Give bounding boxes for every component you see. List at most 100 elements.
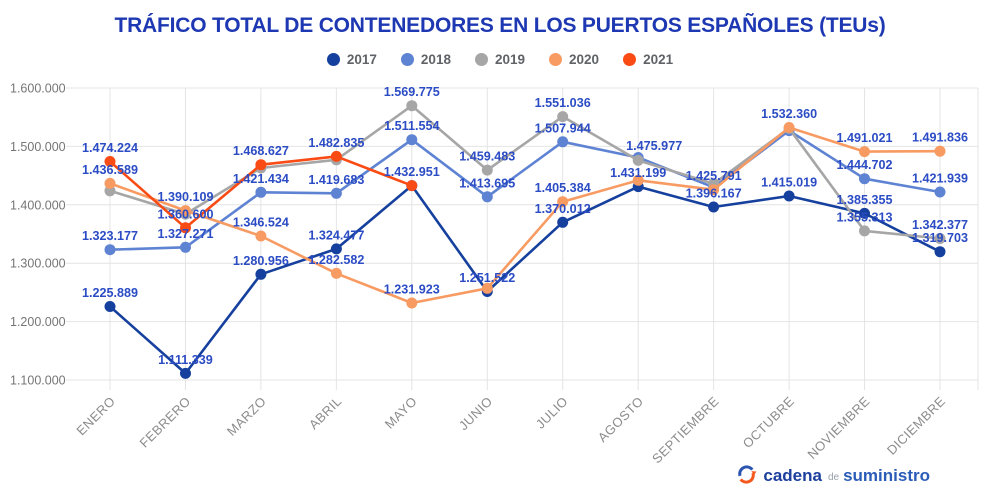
point-2020-mayo[interactable] — [406, 297, 418, 309]
point-2018-julio[interactable] — [557, 136, 569, 148]
x-axis-month-label: OCTUBRE — [740, 394, 798, 452]
y-axis-tick-label: 1.100.000 — [10, 374, 66, 388]
data-label-2018-junio: 1.413.695 — [459, 176, 515, 190]
data-label-2018-julio: 1.507.944 — [535, 121, 591, 135]
point-2019-julio[interactable] — [557, 111, 569, 123]
point-2020-noviembre[interactable] — [859, 146, 870, 158]
point-2018-noviembre[interactable] — [859, 173, 870, 185]
x-axis-month-label: ENERO — [73, 394, 118, 439]
x-axis-month-label: ABRIL — [306, 394, 345, 433]
point-2018-mayo[interactable] — [406, 134, 418, 146]
point-2019-mayo[interactable] — [406, 100, 418, 112]
legend-dot-2018 — [400, 53, 414, 66]
point-2018-diciembre[interactable] — [934, 186, 946, 198]
legend-item-2020[interactable]: 2020 — [549, 52, 599, 67]
x-axis-month-label: SEPTIEMBRE — [649, 394, 722, 467]
point-2020-febrero[interactable] — [180, 205, 191, 217]
point-2021-abril[interactable] — [330, 150, 342, 162]
brand-logo[interactable]: cadena de suministro — [736, 460, 930, 486]
point-2017-marzo[interactable] — [255, 268, 267, 280]
x-axis-month-label: FEBRERO — [137, 394, 194, 451]
x-axis-month-label: NOVIEMBRE — [804, 394, 872, 462]
line-2017[interactable] — [109, 184, 941, 375]
data-label-2019-julio: 1.551.036 — [535, 96, 591, 110]
data-label-2019-diciembre: 1.342.377 — [912, 218, 968, 232]
legend-item-2017[interactable]: 2017 — [326, 52, 377, 67]
data-label-2017-octubre: 1.415.019 — [761, 176, 817, 190]
line-2018[interactable] — [109, 129, 941, 251]
point-2021-febrero[interactable] — [180, 222, 191, 234]
point-2020-diciembre[interactable] — [934, 145, 946, 157]
data-label-2020-enero: 1.436.589 — [82, 163, 138, 177]
x-axis-month-label: AGOSTO — [595, 394, 646, 445]
point-2018-enero[interactable] — [104, 244, 116, 256]
data-label-2018-noviembre: 1.444.702 — [836, 158, 892, 172]
circular-arrows-icon — [738, 465, 757, 484]
point-2020-agosto[interactable] — [632, 174, 644, 186]
data-label-2021-abril: 1.482.835 — [308, 136, 364, 150]
point-2018-marzo[interactable] — [255, 186, 267, 198]
point-2018-junio[interactable] — [481, 191, 493, 203]
data-label-2017-agosto: 1.431.199 — [610, 166, 666, 180]
data-label-2019-mayo: 1.569.775 — [384, 85, 440, 99]
point-2020-octubre[interactable] — [783, 122, 795, 133]
data-label-2018-mayo: 1.511.554 — [384, 119, 439, 133]
point-2020-junio[interactable] — [481, 282, 493, 294]
point-2017-julio[interactable] — [557, 216, 569, 228]
legend-label-2017: 2017 — [346, 52, 377, 67]
point-2019-diciembre[interactable] — [934, 233, 946, 244]
point-2021-enero[interactable] — [104, 156, 116, 167]
point-2019-noviembre[interactable] — [859, 225, 870, 237]
point-2017-enero[interactable] — [104, 301, 116, 312]
legend-item-2021[interactable]: 2021 — [623, 52, 673, 67]
point-2018-abril[interactable] — [330, 187, 342, 199]
y-axis-tick-label: 1.200.000 — [10, 315, 66, 329]
point-2020-septiembre[interactable] — [708, 184, 720, 196]
point-2021-marzo[interactable] — [255, 159, 267, 171]
data-label-2017-noviembre: 1.385.355 — [836, 193, 892, 207]
y-axis-tick-label: 1.300.000 — [10, 257, 66, 271]
logo-text-suministro: suministro — [843, 466, 930, 485]
y-axis-tick-label: 1.400.000 — [10, 198, 66, 212]
data-label-2020-diciembre: 1.491.836 — [912, 131, 968, 145]
x-axis-month-label: DICIEMBRE — [884, 394, 948, 458]
data-label-2019-junio: 1.459.483 — [459, 150, 515, 164]
point-2021-mayo[interactable] — [406, 180, 418, 192]
y-axis-tick-label: 1.500.000 — [10, 140, 66, 154]
point-2017-diciembre[interactable] — [934, 246, 946, 258]
point-2017-abril[interactable] — [330, 243, 342, 255]
data-label-2020-septiembre: 1.425.791 — [686, 169, 742, 183]
point-2017-noviembre[interactable] — [859, 207, 870, 219]
point-2020-julio[interactable] — [557, 196, 569, 208]
point-2020-abril[interactable] — [330, 267, 342, 279]
legend-label-2019: 2019 — [494, 52, 526, 67]
data-label-2020-julio: 1.405.384 — [535, 181, 591, 195]
data-label-2018-abril: 1.419.683 — [308, 173, 364, 187]
data-label-2018-enero: 1.323.177 — [82, 229, 138, 243]
point-2017-septiembre[interactable] — [708, 201, 720, 213]
point-2017-febrero[interactable] — [180, 367, 191, 379]
legend-dot-2020 — [549, 53, 563, 66]
data-label-2017-septiembre: 1.396.167 — [686, 187, 742, 201]
data-label-2020-octubre: 1.532.360 — [761, 107, 817, 121]
point-2020-enero[interactable] — [104, 177, 116, 189]
y-axis-tick-label: 1.600.000 — [10, 82, 66, 96]
logo-text-cadena: cadena — [763, 466, 822, 485]
data-label-2020-noviembre: 1.491.021 — [836, 131, 892, 145]
legend-item-2019[interactable]: 2019 — [474, 52, 526, 67]
point-2020-marzo[interactable] — [255, 230, 267, 242]
data-label-2020-mayo: 1.231.923 — [384, 283, 440, 297]
legend-item-2018[interactable]: 2018 — [400, 52, 451, 67]
point-2019-agosto[interactable] — [632, 154, 644, 166]
legend-dot-2017 — [326, 53, 340, 66]
data-label-2017-febrero: 1.111.339 — [158, 353, 213, 367]
point-2019-junio[interactable] — [481, 164, 493, 176]
point-2017-octubre[interactable] — [783, 190, 795, 202]
point-2018-febrero[interactable] — [180, 241, 191, 253]
data-label-2017-enero: 1.225.889 — [82, 286, 138, 300]
x-axis-month-label: MARZO — [224, 394, 269, 439]
line-2020[interactable] — [109, 126, 941, 305]
data-label-2017-marzo: 1.280.956 — [233, 254, 289, 268]
